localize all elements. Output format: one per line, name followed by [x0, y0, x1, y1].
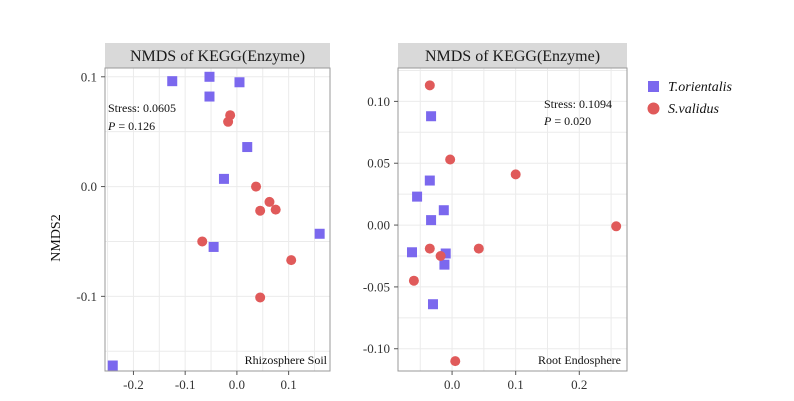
- legend-square-marker: [648, 81, 659, 92]
- point-s-validus: [286, 255, 297, 266]
- plot-frame: [104, 67, 331, 372]
- y-tick-label: 0.0: [81, 179, 97, 194]
- data-points: [406, 80, 622, 367]
- y-tick-label: 0.00: [367, 218, 390, 233]
- point-s-validus: [223, 116, 234, 127]
- y-axis-label: NMDS2: [49, 214, 64, 261]
- point-t-orientalis: [439, 259, 450, 270]
- p-symbol: P: [107, 119, 116, 133]
- facet-label: Rhizosphere Soil: [245, 353, 328, 367]
- x-tick-label: -0.1: [175, 377, 196, 392]
- point-t-orientalis: [204, 71, 215, 82]
- point-s-validus: [264, 196, 275, 207]
- x-tick-label: -0.2: [123, 377, 144, 392]
- point-t-orientalis: [406, 247, 417, 258]
- point-s-validus: [473, 243, 484, 254]
- legend-label: T.orientalis: [668, 80, 732, 95]
- data-points: [107, 71, 325, 371]
- point-s-validus: [197, 236, 208, 247]
- point-s-validus: [424, 243, 435, 254]
- legend: T.orientalis S.validus: [647, 80, 732, 117]
- point-t-orientalis: [426, 215, 437, 226]
- point-t-orientalis: [242, 142, 253, 153]
- panel-rhizosphere: NMDS of KEGG(Enzyme) -0.2 -0.1 0.0 0.1 -0.1 0…: [76, 43, 331, 392]
- point-s-validus: [435, 250, 446, 261]
- point-t-orientalis: [208, 241, 219, 252]
- point-s-validus: [255, 292, 266, 303]
- legend-circle-marker: [647, 102, 660, 115]
- point-t-orientalis: [424, 175, 435, 186]
- point-s-validus: [255, 205, 266, 216]
- point-t-orientalis: [204, 91, 215, 102]
- point-s-validus: [424, 80, 435, 91]
- axis-ticks: 0.0 0.1 0.2 -0.10 -0.05 0.00 0.05 0.10: [363, 94, 588, 392]
- y-tick-label: 0.1: [81, 69, 97, 84]
- y-tick-label: -0.10: [363, 341, 390, 356]
- p-value: = 0.020: [551, 114, 591, 128]
- panel-endosphere: NMDS of KEGG(Enzyme) 0.0 0.1 0.2 -0.10 -0.05…: [363, 43, 628, 392]
- x-tick-label: 0.0: [444, 377, 460, 392]
- y-tick-label: -0.1: [76, 289, 97, 304]
- point-t-orientalis: [438, 205, 449, 216]
- axis-ticks: -0.2 -0.1 0.0 0.1 -0.1 0.0 0.1: [76, 69, 296, 392]
- point-s-validus: [450, 356, 461, 367]
- point-t-orientalis: [234, 77, 245, 88]
- x-tick-label: 0.1: [508, 377, 524, 392]
- x-tick-label: 0.1: [280, 377, 296, 392]
- point-t-orientalis: [107, 360, 118, 371]
- point-s-validus: [408, 275, 419, 286]
- y-tick-label: 0.10: [367, 94, 390, 109]
- stress-annotation: Stress: 0.0605: [108, 101, 176, 115]
- plot-frame: [397, 67, 628, 372]
- point-s-validus: [270, 204, 281, 215]
- legend-label: S.validus: [668, 102, 719, 117]
- point-t-orientalis: [427, 299, 438, 310]
- p-symbol: P: [543, 114, 552, 128]
- grid-lines: [105, 68, 330, 371]
- point-s-validus: [251, 181, 262, 192]
- stress-annotation: Stress: 0.1094: [544, 97, 612, 111]
- y-tick-label: -0.05: [363, 279, 390, 294]
- point-t-orientalis: [440, 248, 451, 259]
- point-s-validus: [611, 221, 622, 232]
- panel-title: NMDS of KEGG(Enzyme): [130, 48, 305, 65]
- point-t-orientalis: [426, 111, 437, 122]
- p-value-annotation: P = 0.126: [107, 119, 155, 133]
- x-tick-label: 0.0: [229, 377, 245, 392]
- point-t-orientalis: [314, 228, 325, 239]
- panel-title-strip: [398, 43, 627, 68]
- point-t-orientalis: [412, 191, 423, 202]
- panel-title-strip: [105, 43, 330, 68]
- facet-label: Root Endosphere: [538, 353, 621, 367]
- y-tick-label: 0.05: [367, 156, 390, 171]
- point-t-orientalis: [218, 173, 229, 184]
- panel-title: NMDS of KEGG(Enzyme): [425, 48, 600, 65]
- x-tick-label: 0.2: [571, 377, 587, 392]
- p-value-annotation: P = 0.020: [543, 114, 591, 128]
- point-s-validus: [445, 154, 456, 165]
- point-t-orientalis: [167, 76, 178, 87]
- point-s-validus: [510, 169, 521, 180]
- grid-lines: [398, 68, 627, 371]
- p-value: = 0.126: [115, 119, 155, 133]
